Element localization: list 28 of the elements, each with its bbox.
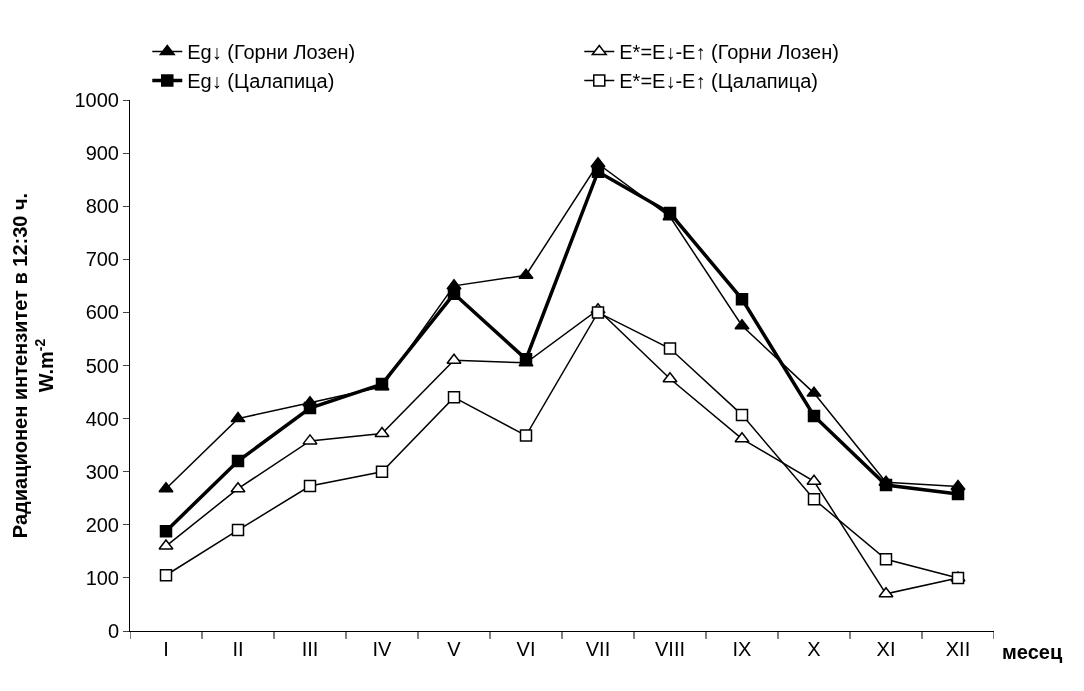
x-tick-label: XI (876, 638, 896, 660)
y-tick-label: 100 (85, 566, 119, 589)
legend-label: Eg↓ (Цалапица) (187, 70, 335, 93)
x-tick-label: II (232, 638, 244, 660)
legend-label: E*=E↓-E↑ (Цалапица) (619, 70, 819, 93)
x-tick-label: VIII (654, 638, 686, 660)
y-tick-label: 700 (85, 248, 119, 271)
y-tick-label: 800 (85, 195, 119, 218)
x-tick-label: VII (585, 638, 611, 660)
x-tick-label: X (807, 638, 821, 660)
legend-label: Eg↓ (Горни Лозен) (187, 41, 356, 64)
y-tick-label: 600 (85, 301, 119, 324)
legend-label: E*=E↓-E↑ (Горни Лозен) (619, 41, 839, 64)
y-tick-label: 200 (85, 513, 119, 536)
x-tick-label: I (163, 638, 169, 660)
x-tick-label: III (301, 638, 319, 660)
y-tick-label: 400 (85, 407, 119, 430)
x-tick-label: VI (516, 638, 536, 660)
x-tick-label: IX (732, 638, 752, 660)
y-tick-label: 300 (85, 460, 119, 483)
y-tick-label: 500 (85, 354, 119, 377)
y-tick-label: 0 (107, 620, 119, 642)
x-tick-label: XII (945, 638, 971, 660)
y-tick-label: 900 (85, 142, 119, 165)
x-axis-title: месец (1002, 641, 1063, 663)
x-tick-label: IV (372, 638, 393, 660)
y-tick-label: 1000 (74, 89, 119, 111)
x-tick-label: V (447, 638, 462, 660)
